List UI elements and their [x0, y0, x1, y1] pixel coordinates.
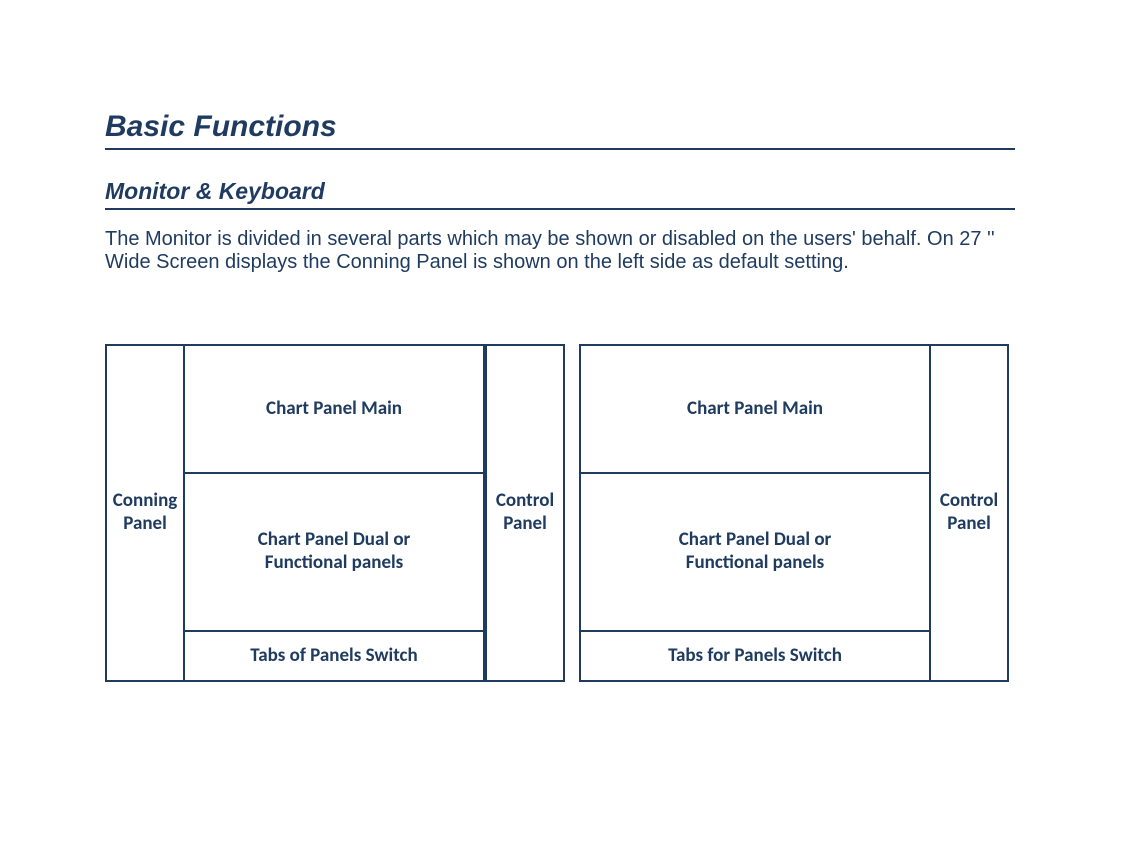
tabs-label-left: Tabs of Panels Switch	[244, 645, 423, 668]
control-panel-label-right: Control Panel	[934, 490, 1004, 536]
tabs-label-right: Tabs for Panels Switch	[662, 645, 848, 668]
chart-dual-label-right: Chart Panel Dual or Functional panels	[673, 529, 838, 575]
diagram-left: Conning Panel Chart Panel Main Chart Pan…	[105, 344, 565, 682]
tabs-cell-left: Tabs of Panels Switch	[185, 632, 483, 680]
left-middle-column: Chart Panel Main Chart Panel Dual or Fun…	[185, 346, 485, 680]
chart-dual-cell-right: Chart Panel Dual or Functional panels	[581, 474, 929, 632]
diagram-right: Chart Panel Main Chart Panel Dual or Fun…	[579, 344, 1009, 682]
control-panel-cell-right: Control Panel	[929, 346, 1007, 680]
chart-main-cell-right: Chart Panel Main	[581, 346, 929, 474]
section-subtitle: Monitor & Keyboard	[105, 178, 1015, 210]
chart-main-cell-left: Chart Panel Main	[185, 346, 483, 474]
tabs-cell-right: Tabs for Panels Switch	[581, 632, 929, 680]
body-paragraph: The Monitor is divided in several parts …	[105, 228, 1015, 274]
chart-main-label-right: Chart Panel Main	[681, 398, 829, 421]
control-panel-cell-left: Control Panel	[485, 346, 563, 680]
conning-panel-cell: Conning Panel	[107, 346, 185, 680]
chart-dual-cell-left: Chart Panel Dual or Functional panels	[185, 474, 483, 632]
control-panel-label-left: Control Panel	[490, 490, 560, 536]
diagrams-row: Conning Panel Chart Panel Main Chart Pan…	[105, 344, 1015, 682]
page-container: Basic Functions Monitor & Keyboard The M…	[0, 0, 1123, 682]
right-main-column: Chart Panel Main Chart Panel Dual or Fun…	[581, 346, 929, 680]
page-title: Basic Functions	[105, 110, 1015, 150]
conning-panel-label: Conning Panel	[107, 490, 184, 536]
chart-main-label-left: Chart Panel Main	[260, 398, 408, 421]
chart-dual-label-left: Chart Panel Dual or Functional panels	[252, 529, 417, 575]
